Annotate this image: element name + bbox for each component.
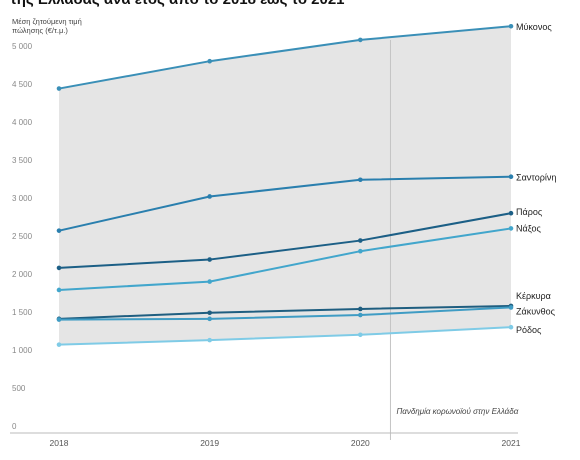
- y-tick-label: 1 000: [12, 346, 33, 355]
- data-point: [56, 86, 62, 91]
- data-point: [56, 228, 62, 233]
- chart-title: της Ελλάδας ανά έτος από το 2018 έως το …: [10, 0, 345, 8]
- data-point: [508, 174, 514, 180]
- y-axis-label: Μέση ζητούμενη τιμή πώλησης (€/τ.μ.): [12, 17, 82, 35]
- series-line: [58, 175, 512, 232]
- y-tick-label: 3 000: [12, 194, 33, 203]
- y-tick-label: 2 500: [12, 232, 33, 241]
- data-point: [358, 332, 363, 338]
- data-point: [358, 37, 363, 43]
- series-label: Ζάκυνθος: [516, 306, 556, 316]
- pandemic-annotation: Πανδημία κορωνοϊού στην Ελλάδα: [396, 407, 518, 416]
- series-label: Κέρκυρα: [516, 291, 551, 301]
- data-point: [207, 257, 212, 262]
- y-tick-label: 4 500: [12, 80, 33, 89]
- series-line: [58, 212, 512, 269]
- y-axis-label-line-1: Μέση ζητούμενη τιμή: [12, 17, 82, 26]
- data-point: [358, 238, 363, 243]
- series-line: [58, 25, 512, 90]
- data-point: [358, 306, 363, 312]
- data-point: [358, 312, 363, 318]
- data-point: [207, 337, 212, 343]
- data-point: [207, 58, 212, 64]
- series-label: Νάξος: [516, 223, 541, 233]
- x-tick-label: 2021: [502, 438, 521, 448]
- data-point: [358, 177, 363, 183]
- series-label: Σαντορίνη: [516, 173, 556, 183]
- data-point: [508, 305, 514, 310]
- series-label: Πάρος: [516, 207, 543, 217]
- data-point: [56, 287, 62, 293]
- x-tick-label: 2018: [50, 438, 69, 448]
- y-axis-label-line-2: πώλησης (€/τ.μ.): [12, 26, 68, 35]
- shaded-range-band: [59, 26, 511, 345]
- y-tick-label: 500: [12, 384, 26, 393]
- y-tick-label: 1 500: [12, 308, 33, 317]
- data-point: [56, 265, 62, 271]
- data-point: [508, 23, 514, 29]
- series-line: [58, 306, 512, 321]
- data-point: [207, 279, 212, 284]
- series-line: [58, 304, 512, 320]
- data-point: [508, 210, 514, 216]
- y-tick-label: 5 000: [12, 42, 33, 51]
- y-tick-label: 2 000: [12, 270, 33, 279]
- data-point: [508, 226, 514, 231]
- series-label: Μύκονος: [516, 22, 552, 32]
- data-point: [207, 194, 212, 199]
- series-line: [58, 227, 512, 291]
- x-tick-label: 2020: [351, 438, 370, 448]
- data-point: [508, 324, 514, 330]
- x-tick-label: 2019: [200, 438, 219, 448]
- y-tick-label: 0: [12, 422, 17, 431]
- series-label: Ρόδος: [516, 325, 542, 335]
- series-line: [58, 326, 512, 346]
- data-point: [56, 342, 62, 347]
- y-tick-label: 4 000: [12, 118, 33, 127]
- data-point: [207, 316, 212, 322]
- data-point: [358, 248, 363, 254]
- y-tick-label: 3 500: [12, 156, 33, 165]
- data-point: [207, 310, 212, 316]
- data-point: [56, 317, 62, 322]
